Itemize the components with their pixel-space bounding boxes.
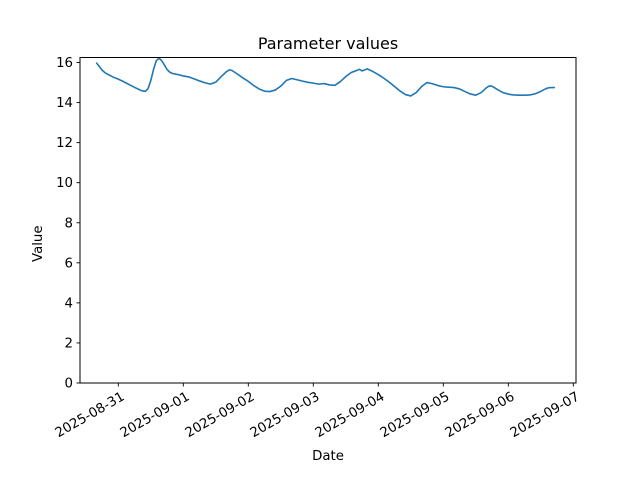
y-tick-label: 12 xyxy=(56,136,73,151)
plot-border xyxy=(79,57,577,384)
y-tick-label: 16 xyxy=(56,56,73,71)
x-tick-label: 2025-09-01 xyxy=(118,389,192,441)
x-tick-label: 2025-09-03 xyxy=(248,389,322,441)
data-line xyxy=(95,57,556,97)
x-tick-label: 2025-09-02 xyxy=(183,389,257,441)
y-tick-label: 14 xyxy=(56,96,73,111)
chart-title: Parameter values xyxy=(257,34,399,53)
x-tick-label: 2025-09-07 xyxy=(508,389,582,441)
x-tick-label: 2025-09-06 xyxy=(443,389,517,441)
y-tick-label: 2 xyxy=(65,336,73,351)
y-tick-label: 0 xyxy=(65,377,73,392)
x-tick-label: 2025-09-04 xyxy=(313,389,387,441)
x-tick-label: 2025-08-31 xyxy=(53,389,127,441)
y-tick-label: 10 xyxy=(56,176,73,191)
y-tick-label: 8 xyxy=(65,216,73,231)
y-tick-label: 6 xyxy=(65,256,73,271)
x-tick-label: 2025-09-05 xyxy=(378,389,452,441)
x-axis-title: Date xyxy=(312,449,344,464)
y-tick-label: 4 xyxy=(65,296,73,311)
